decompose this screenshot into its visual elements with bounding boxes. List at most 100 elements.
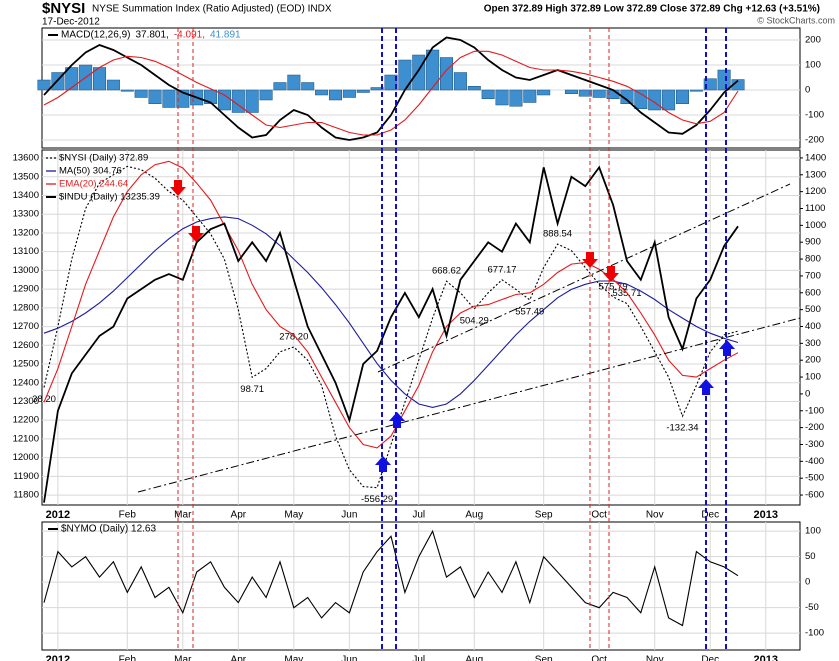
x-tick-label: Nov <box>646 655 664 661</box>
y2-tick-label: 600 <box>805 287 821 298</box>
series-line <box>43 50 739 136</box>
sell-arrow <box>582 252 598 268</box>
histogram-bar <box>662 89 676 111</box>
histogram-bar <box>453 72 467 91</box>
histogram-bar <box>342 89 356 98</box>
y-tick-label: 200 <box>805 35 821 46</box>
x-tick-label: Apr <box>231 510 247 521</box>
histogram-bar <box>426 49 440 91</box>
y-tick-label: 13500 <box>13 171 39 182</box>
histogram-bar <box>412 54 426 91</box>
data-label: 575.79 <box>599 281 628 292</box>
signal-lines <box>137 28 801 650</box>
date: 17-Dec-2012 <box>42 17 100 28</box>
x-tick-label: Apr <box>231 655 247 661</box>
histogram-bar <box>315 89 329 96</box>
series-line <box>43 216 739 408</box>
buy-arrow <box>698 379 714 395</box>
y2-tick-label: 500 <box>805 304 821 315</box>
x-tick-label: Mar <box>174 655 192 661</box>
x-tick-label: May <box>284 510 303 521</box>
y-tick-label: -100 <box>805 628 824 639</box>
y2-tick-label: 1400 <box>805 152 826 163</box>
sell-arrow <box>188 226 204 242</box>
x-tick-label: Jun <box>341 655 357 661</box>
data-label: 278.20 <box>279 332 308 343</box>
y-tick-label: 12400 <box>13 377 39 388</box>
series-line <box>43 160 739 449</box>
data-label: 98.71 <box>240 384 264 395</box>
y-tick-label: 13200 <box>13 227 39 238</box>
histogram-bar <box>245 89 259 113</box>
histogram-bar <box>398 59 412 91</box>
histogram-bar <box>578 89 592 97</box>
buy-arrow <box>719 340 735 356</box>
y2-tick-label: 400 <box>805 321 821 332</box>
y-tick-label: 50 <box>805 551 816 562</box>
series-line <box>43 529 739 627</box>
legend-label: EMA(20) 244.64 <box>59 179 128 190</box>
y-tick-label: 12300 <box>13 396 39 407</box>
y-tick-label: 0 <box>805 577 810 588</box>
y-tick-label: 13300 <box>13 209 39 220</box>
y2-tick-label: 300 <box>805 338 821 349</box>
histogram-bar <box>106 79 120 91</box>
y-tick-label: 13000 <box>13 265 39 276</box>
histogram-bar <box>273 82 287 91</box>
histogram-bar <box>328 89 342 101</box>
y-tick-label: 100 <box>805 60 821 71</box>
panel-frame <box>41 521 801 651</box>
y2-tick-label: 900 <box>805 237 821 248</box>
histogram-bar <box>495 89 509 106</box>
y2-tick-label: 100 <box>805 372 821 383</box>
histogram-bar <box>620 89 634 104</box>
histogram-bar <box>703 78 717 91</box>
histogram-bar <box>65 67 79 91</box>
signal-arrows <box>170 180 735 472</box>
histogram-bar <box>301 82 315 91</box>
sell-arrow <box>603 266 619 282</box>
histogram-bar <box>509 89 523 107</box>
data-label: 677.17 <box>488 264 517 275</box>
y2-tick-label: 1100 <box>805 203 825 214</box>
histogram-bar <box>204 89 218 104</box>
x-tick-label: Aug <box>465 655 483 661</box>
x-tick-label: 2013 <box>754 509 778 521</box>
y2-tick-label: -500 <box>805 473 824 484</box>
histogram-bar <box>592 89 606 98</box>
histogram-bar <box>384 74 398 91</box>
x-tick-label: 2012 <box>46 654 70 661</box>
histogram-bar <box>537 89 551 96</box>
y-tick-label: -200 <box>805 135 824 146</box>
x-tick-label: Jul <box>412 655 425 661</box>
data-label: 888.54 <box>543 229 572 240</box>
histogram-bar <box>564 89 578 94</box>
legend-value: 37.801, <box>135 30 168 41</box>
y-tick-label: 100 <box>805 526 821 537</box>
y-tick-label: 13100 <box>13 246 39 257</box>
x-tick-label: Sep <box>535 655 553 661</box>
x-tick-label: Oct <box>591 510 607 521</box>
data-label: -556.29 <box>361 494 393 505</box>
histogram-bar <box>467 86 481 91</box>
histogram-bar <box>356 89 370 93</box>
quote: Open 372.89 High 372.89 Low 372.89 Close… <box>484 4 820 15</box>
x-tick-label: Jun <box>341 510 357 521</box>
y2-tick-label: 1200 <box>805 186 826 197</box>
y-tick-label: 12700 <box>13 321 39 332</box>
x-tick-label: Dec <box>701 510 719 521</box>
x-tick-label: Feb <box>119 655 137 661</box>
buy-arrow <box>375 456 391 472</box>
y2-tick-label: -600 <box>805 490 824 501</box>
histogram-bar <box>717 69 731 91</box>
legend-value: -4.091, <box>174 30 205 41</box>
x-tick-label: Nov <box>646 510 664 521</box>
y2-tick-label: 1300 <box>805 169 826 180</box>
x-tick-label: Sep <box>535 510 553 521</box>
histogram-bar <box>287 74 301 91</box>
y2-tick-label: 1000 <box>805 220 826 231</box>
y2-tick-label: -300 <box>805 439 824 450</box>
series-line <box>43 165 739 503</box>
series-line <box>43 165 739 489</box>
